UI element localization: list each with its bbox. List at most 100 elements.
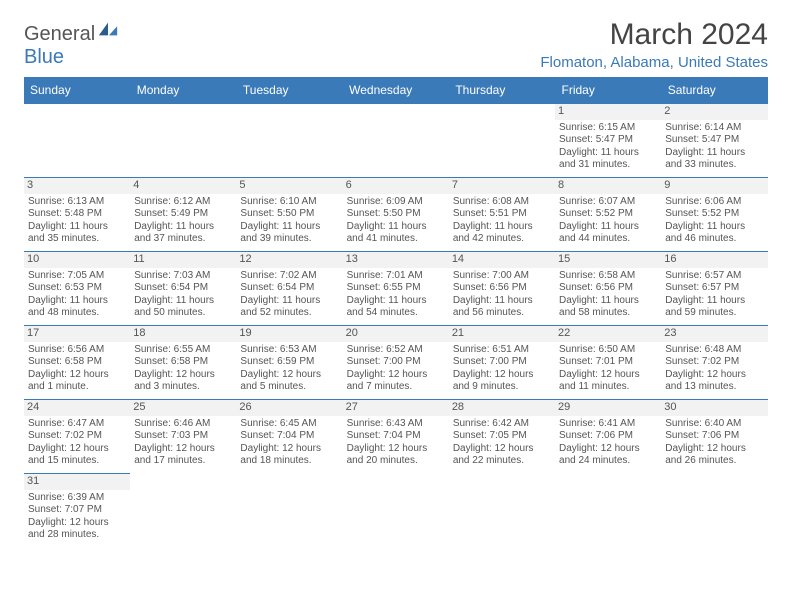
sunset-text: Sunset: 6:53 PM (28, 282, 126, 295)
sunrise-text: Sunrise: 6:46 AM (134, 418, 232, 431)
sunrise-text: Sunrise: 7:00 AM (453, 270, 551, 283)
day-number: 9 (661, 178, 767, 194)
weekday-header: Tuesday (236, 77, 342, 104)
daylight-text: Daylight: 11 hours and 35 minutes. (28, 221, 126, 246)
weekday-header: Wednesday (343, 77, 449, 104)
calendar-cell: 12Sunrise: 7:02 AMSunset: 6:54 PMDayligh… (236, 252, 342, 326)
sunrise-text: Sunrise: 6:56 AM (28, 344, 126, 357)
daylight-text: Daylight: 12 hours and 18 minutes. (240, 443, 338, 468)
sunset-text: Sunset: 6:56 PM (453, 282, 551, 295)
day-number: 24 (24, 400, 130, 416)
daylight-text: Daylight: 12 hours and 20 minutes. (347, 443, 445, 468)
day-number: 21 (449, 326, 555, 342)
calendar-cell: 3Sunrise: 6:13 AMSunset: 5:48 PMDaylight… (24, 178, 130, 252)
calendar-cell: 20Sunrise: 6:52 AMSunset: 7:00 PMDayligh… (343, 326, 449, 400)
sunset-text: Sunset: 5:50 PM (240, 208, 338, 221)
calendar-cell (130, 474, 236, 548)
calendar-cell: 27Sunrise: 6:43 AMSunset: 7:04 PMDayligh… (343, 400, 449, 474)
day-number: 17 (24, 326, 130, 342)
sunset-text: Sunset: 7:05 PM (453, 430, 551, 443)
calendar-cell (130, 104, 236, 178)
calendar-cell: 29Sunrise: 6:41 AMSunset: 7:06 PMDayligh… (555, 400, 661, 474)
sunset-text: Sunset: 6:59 PM (240, 356, 338, 369)
day-number: 31 (24, 474, 130, 490)
sunset-text: Sunset: 6:54 PM (134, 282, 232, 295)
sunset-text: Sunset: 7:06 PM (665, 430, 763, 443)
weekday-header: Saturday (661, 77, 767, 104)
calendar-cell: 19Sunrise: 6:53 AMSunset: 6:59 PMDayligh… (236, 326, 342, 400)
sunset-text: Sunset: 6:56 PM (559, 282, 657, 295)
sunset-text: Sunset: 7:03 PM (134, 430, 232, 443)
sunrise-text: Sunrise: 6:09 AM (347, 196, 445, 209)
day-number: 13 (343, 252, 449, 268)
calendar-cell: 7Sunrise: 6:08 AMSunset: 5:51 PMDaylight… (449, 178, 555, 252)
calendar-cell: 2Sunrise: 6:14 AMSunset: 5:47 PMDaylight… (661, 104, 767, 178)
sunset-text: Sunset: 7:00 PM (347, 356, 445, 369)
daylight-text: Daylight: 12 hours and 3 minutes. (134, 369, 232, 394)
sunset-text: Sunset: 6:58 PM (28, 356, 126, 369)
calendar-cell: 13 Sunrise: 7:01 AMSunset: 6:55 PMDayligh… (343, 252, 449, 326)
sunset-text: Sunset: 5:48 PM (28, 208, 126, 221)
sunset-text: Sunset: 5:49 PM (134, 208, 232, 221)
daylight-text: Daylight: 12 hours and 13 minutes. (665, 369, 763, 394)
calendar-cell: 11Sunrise: 7:03 AMSunset: 6:54 PMDayligh… (130, 252, 236, 326)
calendar-cell: 16Sunrise: 6:57 AMSunset: 6:57 PMDayligh… (661, 252, 767, 326)
sunrise-text: Sunrise: 6:50 AM (559, 344, 657, 357)
sunset-text: Sunset: 7:01 PM (559, 356, 657, 369)
day-number: 19 (236, 326, 342, 342)
sunset-text: Sunset: 6:55 PM (347, 282, 445, 295)
sunset-text: Sunset: 7:02 PM (665, 356, 763, 369)
day-number: 23 (661, 326, 767, 342)
sunset-text: Sunset: 7:04 PM (240, 430, 338, 443)
day-number: 5 (236, 178, 342, 194)
calendar-cell (343, 474, 449, 548)
sunset-text: Sunset: 5:52 PM (665, 208, 763, 221)
day-number: 14 (449, 252, 555, 268)
sunset-text: Sunset: 5:52 PM (559, 208, 657, 221)
sunrise-text: Sunrise: 7:01 AM (347, 270, 445, 283)
daylight-text: Daylight: 11 hours and 52 minutes. (240, 295, 338, 320)
calendar-cell: 18Sunrise: 6:55 AMSunset: 6:58 PMDayligh… (130, 326, 236, 400)
calendar-cell: 28Sunrise: 6:42 AMSunset: 7:05 PMDayligh… (449, 400, 555, 474)
calendar-cell (236, 474, 342, 548)
sunrise-text: Sunrise: 6:58 AM (559, 270, 657, 283)
day-number: 15 (555, 252, 661, 268)
daylight-text: Daylight: 11 hours and 44 minutes. (559, 221, 657, 246)
calendar-cell: 1Sunrise: 6:15 AMSunset: 5:47 PMDaylight… (555, 104, 661, 178)
title-block: March 2024 Flomaton, Alabama, United Sta… (540, 18, 768, 71)
daylight-text: Daylight: 11 hours and 37 minutes. (134, 221, 232, 246)
calendar-cell: 25Sunrise: 6:46 AMSunset: 7:03 PMDayligh… (130, 400, 236, 474)
weekday-header: Friday (555, 77, 661, 104)
sunrise-text: Sunrise: 6:43 AM (347, 418, 445, 431)
calendar-body: 1Sunrise: 6:15 AMSunset: 5:47 PMDaylight… (24, 104, 768, 548)
calendar-cell: 9Sunrise: 6:06 AMSunset: 5:52 PMDaylight… (661, 178, 767, 252)
sunrise-text: Sunrise: 6:13 AM (28, 196, 126, 209)
sunrise-text: Sunrise: 6:42 AM (453, 418, 551, 431)
day-number: 2 (661, 104, 767, 120)
daylight-text: Daylight: 11 hours and 54 minutes. (347, 295, 445, 320)
location-text: Flomaton, Alabama, United States (540, 54, 768, 71)
sunrise-text: Sunrise: 6:10 AM (240, 196, 338, 209)
calendar-row: 17Sunrise: 6:56 AMSunset: 6:58 PMDayligh… (24, 326, 768, 400)
day-number: 25 (130, 400, 236, 416)
day-number: 28 (449, 400, 555, 416)
calendar-cell: 8Sunrise: 6:07 AMSunset: 5:52 PMDaylight… (555, 178, 661, 252)
weekday-header: Monday (130, 77, 236, 104)
sunset-text: Sunset: 7:04 PM (347, 430, 445, 443)
daylight-text: Daylight: 11 hours and 39 minutes. (240, 221, 338, 246)
calendar-table: SundayMondayTuesdayWednesdayThursdayFrid… (24, 77, 768, 548)
day-number: 18 (130, 326, 236, 342)
sunset-text: Sunset: 6:54 PM (240, 282, 338, 295)
daylight-text: Daylight: 11 hours and 46 minutes. (665, 221, 763, 246)
daylight-text: Daylight: 12 hours and 1 minute. (28, 369, 126, 394)
logo-text-general: General (24, 23, 95, 45)
logo-text-blue: Blue (24, 46, 64, 68)
day-number: 22 (555, 326, 661, 342)
sunrise-text: Sunrise: 6:57 AM (665, 270, 763, 283)
daylight-text: Daylight: 11 hours and 59 minutes. (665, 295, 763, 320)
sail-icon (97, 20, 119, 38)
sunrise-text: Sunrise: 6:08 AM (453, 196, 551, 209)
calendar-cell: 6Sunrise: 6:09 AMSunset: 5:50 PMDaylight… (343, 178, 449, 252)
sunrise-text: Sunrise: 6:41 AM (559, 418, 657, 431)
day-number: 6 (343, 178, 449, 194)
